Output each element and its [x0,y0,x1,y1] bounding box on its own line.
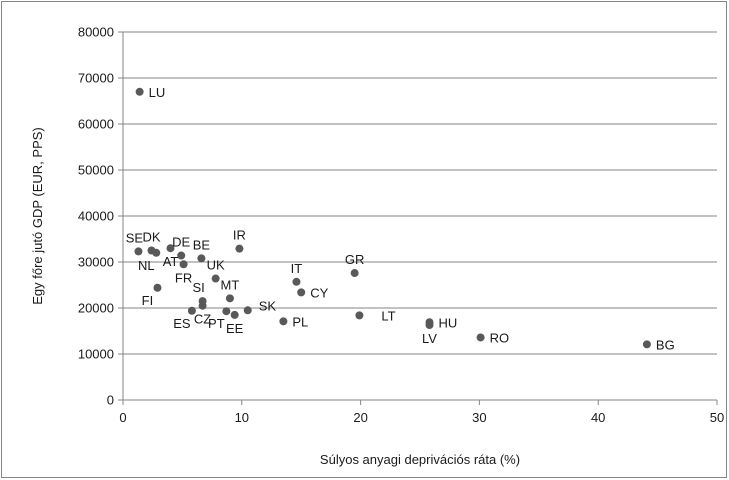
point-label-pt: PT [208,316,225,331]
data-point-cz [198,301,207,310]
point-label-ee: EE [226,321,244,336]
y-tick-labels: 0 10000 20000 30000 40000 50000 60000 70000 8000… [78,25,114,408]
x-tick-label: 40 [591,410,605,425]
x-tick-labels: 0 10 20 30 40 50 [119,410,724,425]
gridlines [123,31,717,355]
y-tick-label: 20000 [78,301,114,316]
y-tick-label: 10000 [78,347,114,362]
x-tick-label: 30 [472,410,486,425]
data-point-lu [135,87,144,96]
data-point-se [134,247,143,256]
data-points [134,87,651,349]
data-point-ee [230,310,239,319]
data-point-ir [235,244,244,253]
point-label-se: SE [126,230,144,245]
data-point-fr [179,260,188,269]
data-point-lt [355,311,364,320]
data-point-cy [297,288,306,297]
point-label-ir: IR [233,228,246,243]
point-label-es: ES [173,316,191,331]
point-label-fr: FR [175,270,192,285]
point-label-uk: UK [207,258,225,273]
point-label-at: AT [163,254,179,269]
x-tick-label: 0 [119,410,126,425]
point-label-bg: BG [656,337,675,352]
data-point-lv [425,321,434,330]
y-axis-title: Egy főre jutó GDP (EUR, PPS) [30,127,45,305]
point-label-lt: LT [381,308,395,323]
data-point-nl [152,248,161,257]
axes [118,31,718,405]
point-label-sk: SK [259,298,277,313]
y-tick-label: 40000 [78,209,114,224]
point-label-dk: DK [142,230,160,245]
y-tick-label: 30000 [78,255,114,270]
data-point-sk [243,306,252,315]
point-label-be: BE [193,237,211,252]
y-tick-label: 50000 [78,163,114,178]
data-point-fi [153,283,162,292]
data-point-uk [211,274,220,283]
data-point-pt [222,307,231,316]
data-point-bg [642,340,651,349]
y-tick-label: 80000 [78,25,114,40]
data-point-at [166,244,175,253]
point-label-lv: LV [422,331,437,346]
point-label-si: SI [192,280,204,295]
point-label-it: IT [291,261,303,276]
point-label-gr: GR [345,252,365,267]
y-tick-label: 0 [107,393,114,408]
point-label-de: DE [172,235,190,250]
x-tick-label: 50 [710,410,724,425]
data-point-it [292,277,301,286]
point-label-mt: MT [221,277,240,292]
data-point-mt [225,294,234,303]
x-tick-label: 10 [235,410,249,425]
point-label-pl: PL [292,314,308,329]
data-point-pl [279,317,288,326]
data-point-gr [350,269,359,278]
data-point-ro [476,333,485,342]
point-label-cz: CZ [194,312,211,327]
point-label-cy: CY [310,285,328,300]
point-label-hu: HU [439,315,458,330]
y-tick-label: 70000 [78,71,114,86]
data-point-es [187,306,196,315]
data-point-de [177,251,186,260]
point-label-lu: LU [149,85,166,100]
point-label-nl: NL [138,258,155,273]
y-tick-label: 60000 [78,117,114,132]
x-axis-title: Súlyos anyagi deprivációs ráta (%) [320,452,520,467]
point-label-ro: RO [490,330,510,345]
data-point-be [197,254,206,263]
x-tick-label: 20 [353,410,367,425]
point-label-fi: FI [142,293,154,308]
